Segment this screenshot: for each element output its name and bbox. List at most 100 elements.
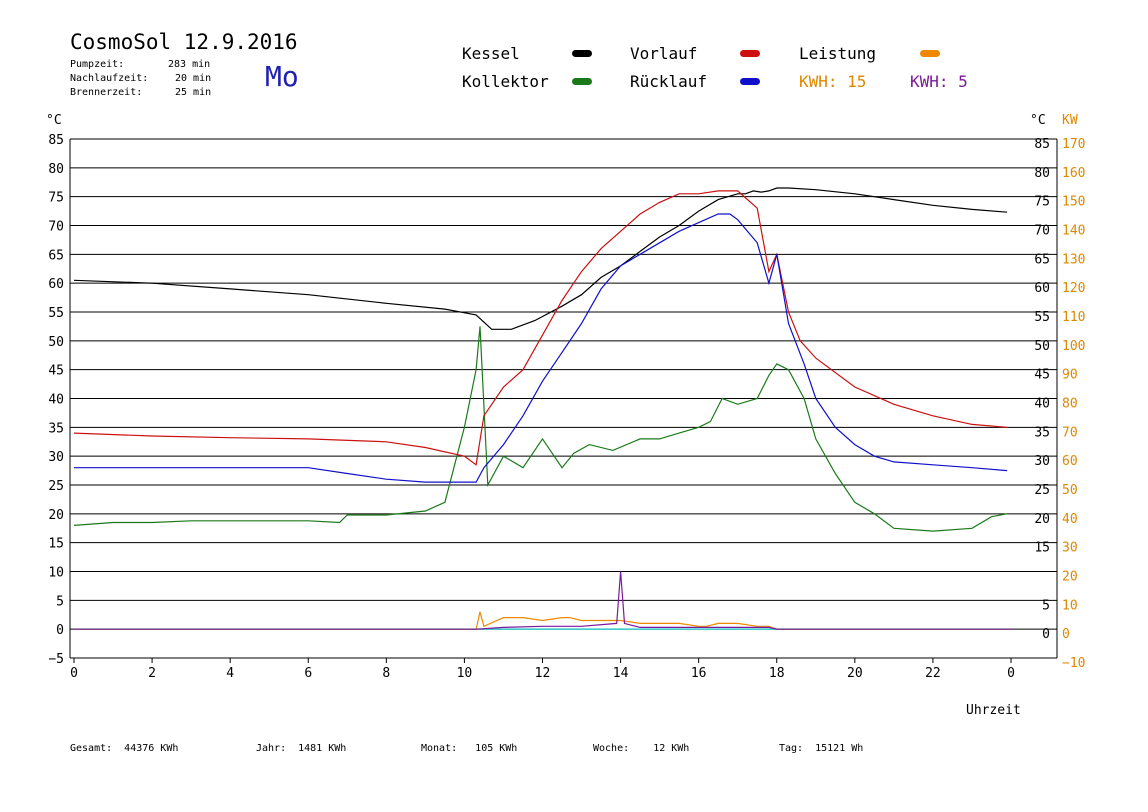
legend-leistung-swatch [920, 50, 940, 57]
kw-tick: 140 [1062, 224, 1085, 239]
y-tick-right: 5 [1042, 598, 1050, 613]
brenner-label: Brennerzeit: [70, 87, 143, 98]
y-tick-left: 85 [48, 133, 64, 148]
kw-tick: 30 [1062, 541, 1078, 556]
y-tick-left: 40 [48, 393, 64, 408]
legend-kollektor: Kollektor [462, 72, 549, 91]
kw-tick: 60 [1062, 454, 1078, 469]
y-tick-right: 25 [1034, 483, 1050, 498]
legend-vorlauf-swatch [740, 50, 760, 57]
y-tick-right: 70 [1034, 224, 1050, 239]
y-tick-left: 10 [48, 566, 64, 581]
x-tick: 4 [226, 666, 234, 681]
kw-tick: 0 [1062, 627, 1070, 642]
kwh5-line [74, 571, 1011, 630]
x-tick: 22 [925, 666, 941, 681]
legend-ruecklauf: Rücklauf [630, 72, 708, 91]
leistung-line [74, 611, 1011, 630]
y-tick-right: 30 [1034, 454, 1050, 469]
kw-tick: 70 [1062, 425, 1078, 440]
kessel-line [73, 187, 1008, 330]
legend-kollektor-swatch [572, 78, 592, 85]
x-tick: 0 [1007, 666, 1015, 681]
x-tick: 18 [769, 666, 785, 681]
x-tick: 10 [457, 666, 473, 681]
x-tick: 2 [148, 666, 156, 681]
y-tick-left: 80 [48, 162, 64, 177]
y-tick-right: 15 [1034, 541, 1050, 556]
y-tick-left: 30 [48, 450, 64, 465]
y-tick-right: 55 [1034, 310, 1050, 325]
legend-kessel-swatch [572, 50, 592, 57]
x-tick: 20 [847, 666, 863, 681]
y-tick-right: 60 [1034, 281, 1050, 296]
kw-tick: 130 [1062, 252, 1085, 267]
kw-tick: 40 [1062, 512, 1078, 527]
y-tick-left: 15 [48, 537, 64, 552]
y-label-kw: KW [1062, 113, 1078, 128]
x-tick: 12 [535, 666, 551, 681]
kw-tick: −10 [1062, 656, 1085, 671]
brenner-value: 25 min [175, 87, 212, 98]
y-label-right: °C [1030, 113, 1046, 128]
y-tick-right: 80 [1034, 166, 1050, 181]
legend-kwh-15: KWH: 15 [799, 72, 867, 91]
kw-tick: 120 [1062, 281, 1085, 296]
y-tick-right: 35 [1034, 425, 1050, 440]
kw-tick: 90 [1062, 368, 1078, 383]
y-label-left: °C [46, 113, 62, 128]
y-tick-left: 50 [48, 335, 64, 350]
kw-tick: 110 [1062, 310, 1085, 325]
nachlauf-value: 20 min [175, 73, 212, 84]
x-tick: 16 [691, 666, 707, 681]
y-tick-right: 40 [1034, 397, 1050, 412]
kollektor-line [73, 326, 1008, 532]
y-tick-left: 45 [48, 364, 64, 379]
footer-woche: Woche: 12 KWh [593, 743, 690, 754]
y-tick-left: 0 [56, 623, 64, 638]
y-tick-right: 45 [1034, 368, 1050, 383]
legend-vorlauf: Vorlauf [630, 44, 698, 63]
x-tick: 8 [382, 666, 390, 681]
kw-tick: 100 [1062, 339, 1085, 354]
chart-grid [69, 138, 1058, 663]
kw-tick: 160 [1062, 166, 1085, 181]
y-tick-left: 55 [48, 306, 64, 321]
kw-tick: 50 [1062, 483, 1078, 498]
pumpzeit-value: 283 min [168, 59, 211, 70]
footer-jahr: Jahr: 1481 KWh [256, 743, 347, 754]
y-tick-left: −5 [48, 652, 64, 667]
kw-tick: 20 [1062, 570, 1078, 585]
footer-monat: Monat: 105 KWh [421, 743, 518, 754]
weekday-label: Mo [265, 60, 299, 93]
y-tick-right: 0 [1042, 627, 1050, 642]
x-label: Uhrzeit [966, 703, 1021, 718]
footer-gesamt: Gesamt: 44376 KWh [70, 743, 179, 754]
y-tick-left: 35 [48, 421, 64, 436]
x-tick: 14 [613, 666, 629, 681]
y-tick-left: 65 [48, 248, 64, 263]
y-tick-left: 5 [56, 594, 64, 609]
y-tick-right: 20 [1034, 512, 1050, 527]
y-tick-left: 75 [48, 191, 64, 206]
vorlauf-line [73, 190, 1008, 466]
x-tick: 0 [70, 666, 78, 681]
y-tick-left: 20 [48, 508, 64, 523]
pumpzeit-label: Pumpzeit: [70, 59, 125, 70]
legend-ruecklauf-swatch [740, 78, 760, 85]
kw-tick: 150 [1062, 195, 1085, 210]
legend-kessel: Kessel [462, 44, 520, 63]
y-tick-left: 60 [48, 277, 64, 292]
nachlauf-label: Nachlaufzeit: [70, 73, 149, 84]
chart-title: CosmoSol 12.9.2016 [70, 30, 298, 54]
kw-tick: 170 [1062, 137, 1085, 152]
kw-tick: 10 [1062, 598, 1078, 613]
legend-leistung: Leistung [799, 44, 877, 63]
kw-tick: 80 [1062, 397, 1078, 412]
ruecklauf-line [74, 213, 1008, 483]
footer-tag: Tag: 15121 Wh [779, 743, 864, 754]
y-tick-right: 50 [1034, 339, 1050, 354]
y-tick-left: 25 [48, 479, 64, 494]
y-tick-right: 85 [1034, 137, 1050, 152]
